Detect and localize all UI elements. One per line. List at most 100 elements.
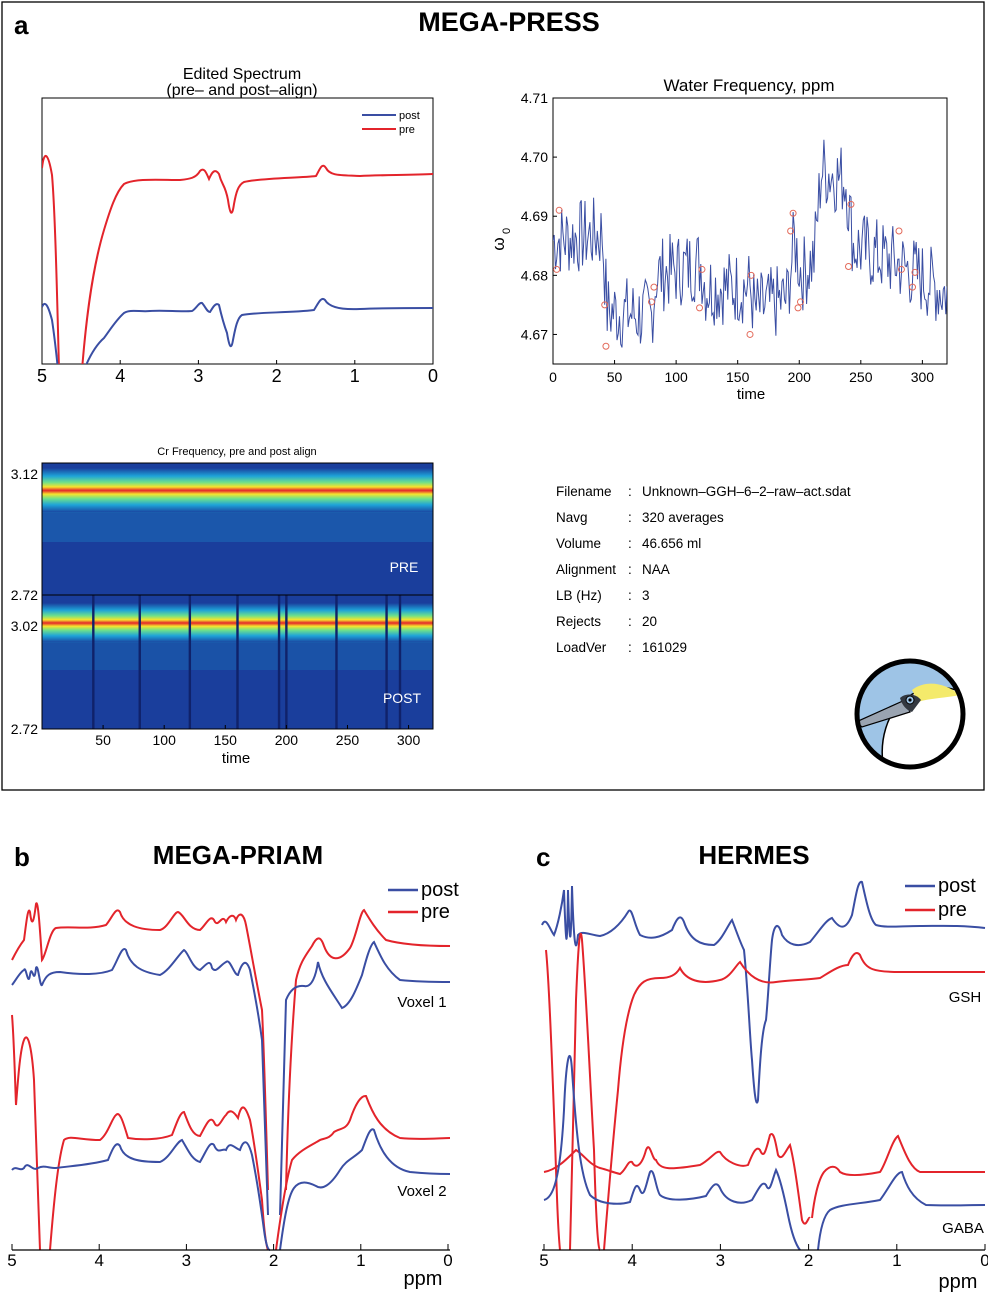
water-frequency-xlabel: time [737, 386, 765, 403]
panel-c-title: HERMES [698, 840, 809, 870]
heatmap-xtick-label: 150 [214, 732, 238, 748]
water-xtick-label: 200 [788, 369, 812, 385]
info-colon: : [628, 510, 632, 525]
hermes-xlabel: ppm [939, 1271, 978, 1293]
water-frequency-axes [552, 97, 948, 365]
water-ytick-label: 4.67 [521, 326, 548, 342]
rejected-average-marker [796, 298, 804, 306]
info-key: Volume [556, 536, 601, 551]
cr-frequency-xticks: 50 100 150 200 250 300 [95, 725, 420, 748]
edited-spectrum-post-line [42, 298, 433, 364]
rejected-average-marker [895, 227, 903, 235]
spectrum-xtick-label: 3 [716, 1251, 725, 1270]
hermes-gaba-label: GABA [942, 1220, 984, 1237]
info-key: Navg [556, 510, 588, 525]
water-frequency-chart: Water Frequency, ppm 0 50 100 150 200 250 300 4… [489, 76, 948, 403]
water-frequency-ylabel: ω 0 [489, 228, 513, 251]
hermes-gsh-post-line [541, 880, 986, 1104]
priam-voxel2-pre-line [11, 1014, 451, 1251]
mega-priam-legend: post pre [388, 879, 459, 923]
edited-xtick-label: 5 [37, 366, 47, 386]
rejected-average-marker [897, 265, 905, 273]
water-xtick-label: 250 [849, 369, 873, 385]
priam-voxel1-post-line [11, 940, 451, 1216]
heatmap-xtick-label: 50 [95, 732, 111, 748]
info-colon: : [628, 588, 632, 603]
info-colon: : [628, 562, 632, 577]
legend-post-label: post [399, 110, 420, 122]
edited-spectrum-axes [41, 97, 434, 365]
info-value: 320 averages [642, 510, 724, 525]
edited-spectrum-title: Edited Spectrum [183, 66, 301, 83]
hermes-gsh-pre-line [545, 932, 985, 1251]
panel-a: a MEGA-PRESS Edited Spectrum (pre– and p… [1, 1, 985, 791]
heatmap-reject-column [285, 595, 288, 729]
logo-ring [854, 658, 966, 770]
heatmap-pre-band [42, 468, 433, 513]
heatmap-post-label: POST [383, 690, 422, 706]
edited-spectrum-xticks: 5 4 3 2 1 0 [37, 360, 438, 386]
priam-voxel1-label: Voxel 1 [397, 994, 446, 1011]
hermes-legend: post pre [905, 875, 976, 921]
file-info-block: Filename: Unknown–GGH–6–2–raw–act.sdat Nav… [556, 484, 851, 655]
cr-frequency-xlabel: time [222, 750, 250, 767]
rejected-average-marker [648, 298, 655, 306]
edited-xtick-label: 1 [350, 366, 360, 386]
water-frequency-ylabel-sub: 0 [501, 228, 513, 234]
rejected-average-marker [601, 301, 609, 309]
gannet-logo [854, 658, 966, 770]
edited-spectrum-legend: post pre [362, 110, 420, 136]
rejected-average-marker [602, 342, 610, 350]
hermes-legend-post-label: post [938, 875, 976, 897]
heatmap-ytick-top: 3.12 [11, 466, 38, 482]
panel-b: b MEGA-PRIAM post pre Voxel 1 Voxel 2 5 4… [7, 840, 459, 1290]
rejected-average-marker [794, 304, 802, 312]
hermes-gaba-pre-line [543, 1133, 985, 1225]
water-frequency-title: Water Frequency, ppm [663, 76, 834, 95]
edited-xtick-label: 3 [193, 366, 203, 386]
info-value: 46.656 ml [642, 536, 701, 551]
spectrum-xtick-label: 0 [980, 1251, 988, 1270]
info-key: Filename [556, 484, 612, 499]
priam-voxel2-post-line [11, 1128, 451, 1251]
panel-a-letter: a [14, 10, 29, 40]
panel-a-frame [1, 1, 985, 791]
heatmap-reject-columns [92, 595, 402, 729]
spectrum-xtick-label: 4 [94, 1251, 103, 1270]
spectrum-xtick-label: 1 [356, 1251, 365, 1270]
rejected-average-marker [845, 262, 852, 270]
info-colon: : [628, 614, 632, 629]
spectrum-xtick-label: 5 [539, 1251, 548, 1270]
cr-frequency-chart: Cr Frequency, pre and post align 3.12 2.… [11, 446, 434, 767]
heatmap-pre-glow [42, 512, 433, 542]
priam-voxel2-label: Voxel 2 [397, 1183, 446, 1200]
heatmap-pre-label: PRE [390, 559, 419, 575]
water-frequency-ticks: 0 50 100 150 200 250 300 4.67 4.68 4.69 4.70 4.71 [521, 90, 935, 385]
priam-voxel1-pre-line [11, 902, 451, 1191]
water-ytick-label: 4.68 [521, 267, 548, 283]
heatmap-reject-column [335, 595, 338, 729]
hermes-gsh-label: GSH [949, 989, 982, 1006]
heatmap-reject-column [138, 595, 141, 729]
heatmap-reject-column [277, 595, 281, 729]
cr-frequency-axes [41, 462, 434, 730]
water-xtick-label: 50 [607, 369, 623, 385]
panel-b-title: MEGA-PRIAM [153, 840, 323, 870]
heatmap-xtick-label: 300 [397, 732, 421, 748]
info-colon: : [628, 640, 632, 655]
water-frequency-line [553, 139, 947, 348]
rejected-average-marker [696, 304, 704, 312]
hermes-legend-pre-label: pre [938, 899, 967, 921]
heatmap-xtick-label: 100 [153, 732, 177, 748]
info-colon: : [628, 484, 632, 499]
info-key: LoadVer [556, 640, 607, 655]
water-xtick-label: 0 [549, 369, 557, 385]
hermes-gaba-post-line [543, 1055, 986, 1251]
water-xtick-label: 100 [664, 369, 688, 385]
edited-spectrum-subtitle: (pre– and post–align) [166, 82, 317, 99]
info-key: Rejects [556, 614, 601, 629]
info-key: LB (Hz) [556, 588, 602, 603]
spectrum-xtick-label: 5 [7, 1251, 16, 1270]
heatmap-reject-column [385, 595, 388, 729]
info-value: 20 [642, 614, 657, 629]
